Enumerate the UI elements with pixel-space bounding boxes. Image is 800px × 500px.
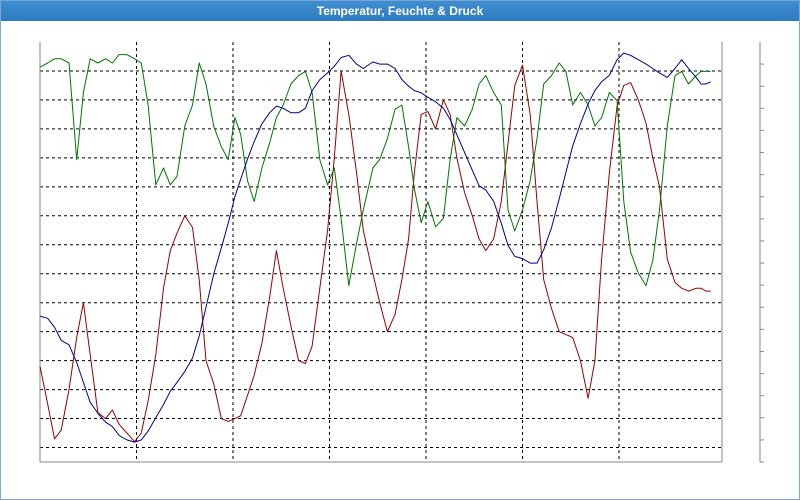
temperature-series-line <box>39 64 711 443</box>
plot-area <box>40 42 722 462</box>
pressure-series-line <box>39 52 711 443</box>
humidity-series-line <box>39 54 711 287</box>
chart-title: Temperatur, Feuchte & Druck <box>1 1 799 21</box>
